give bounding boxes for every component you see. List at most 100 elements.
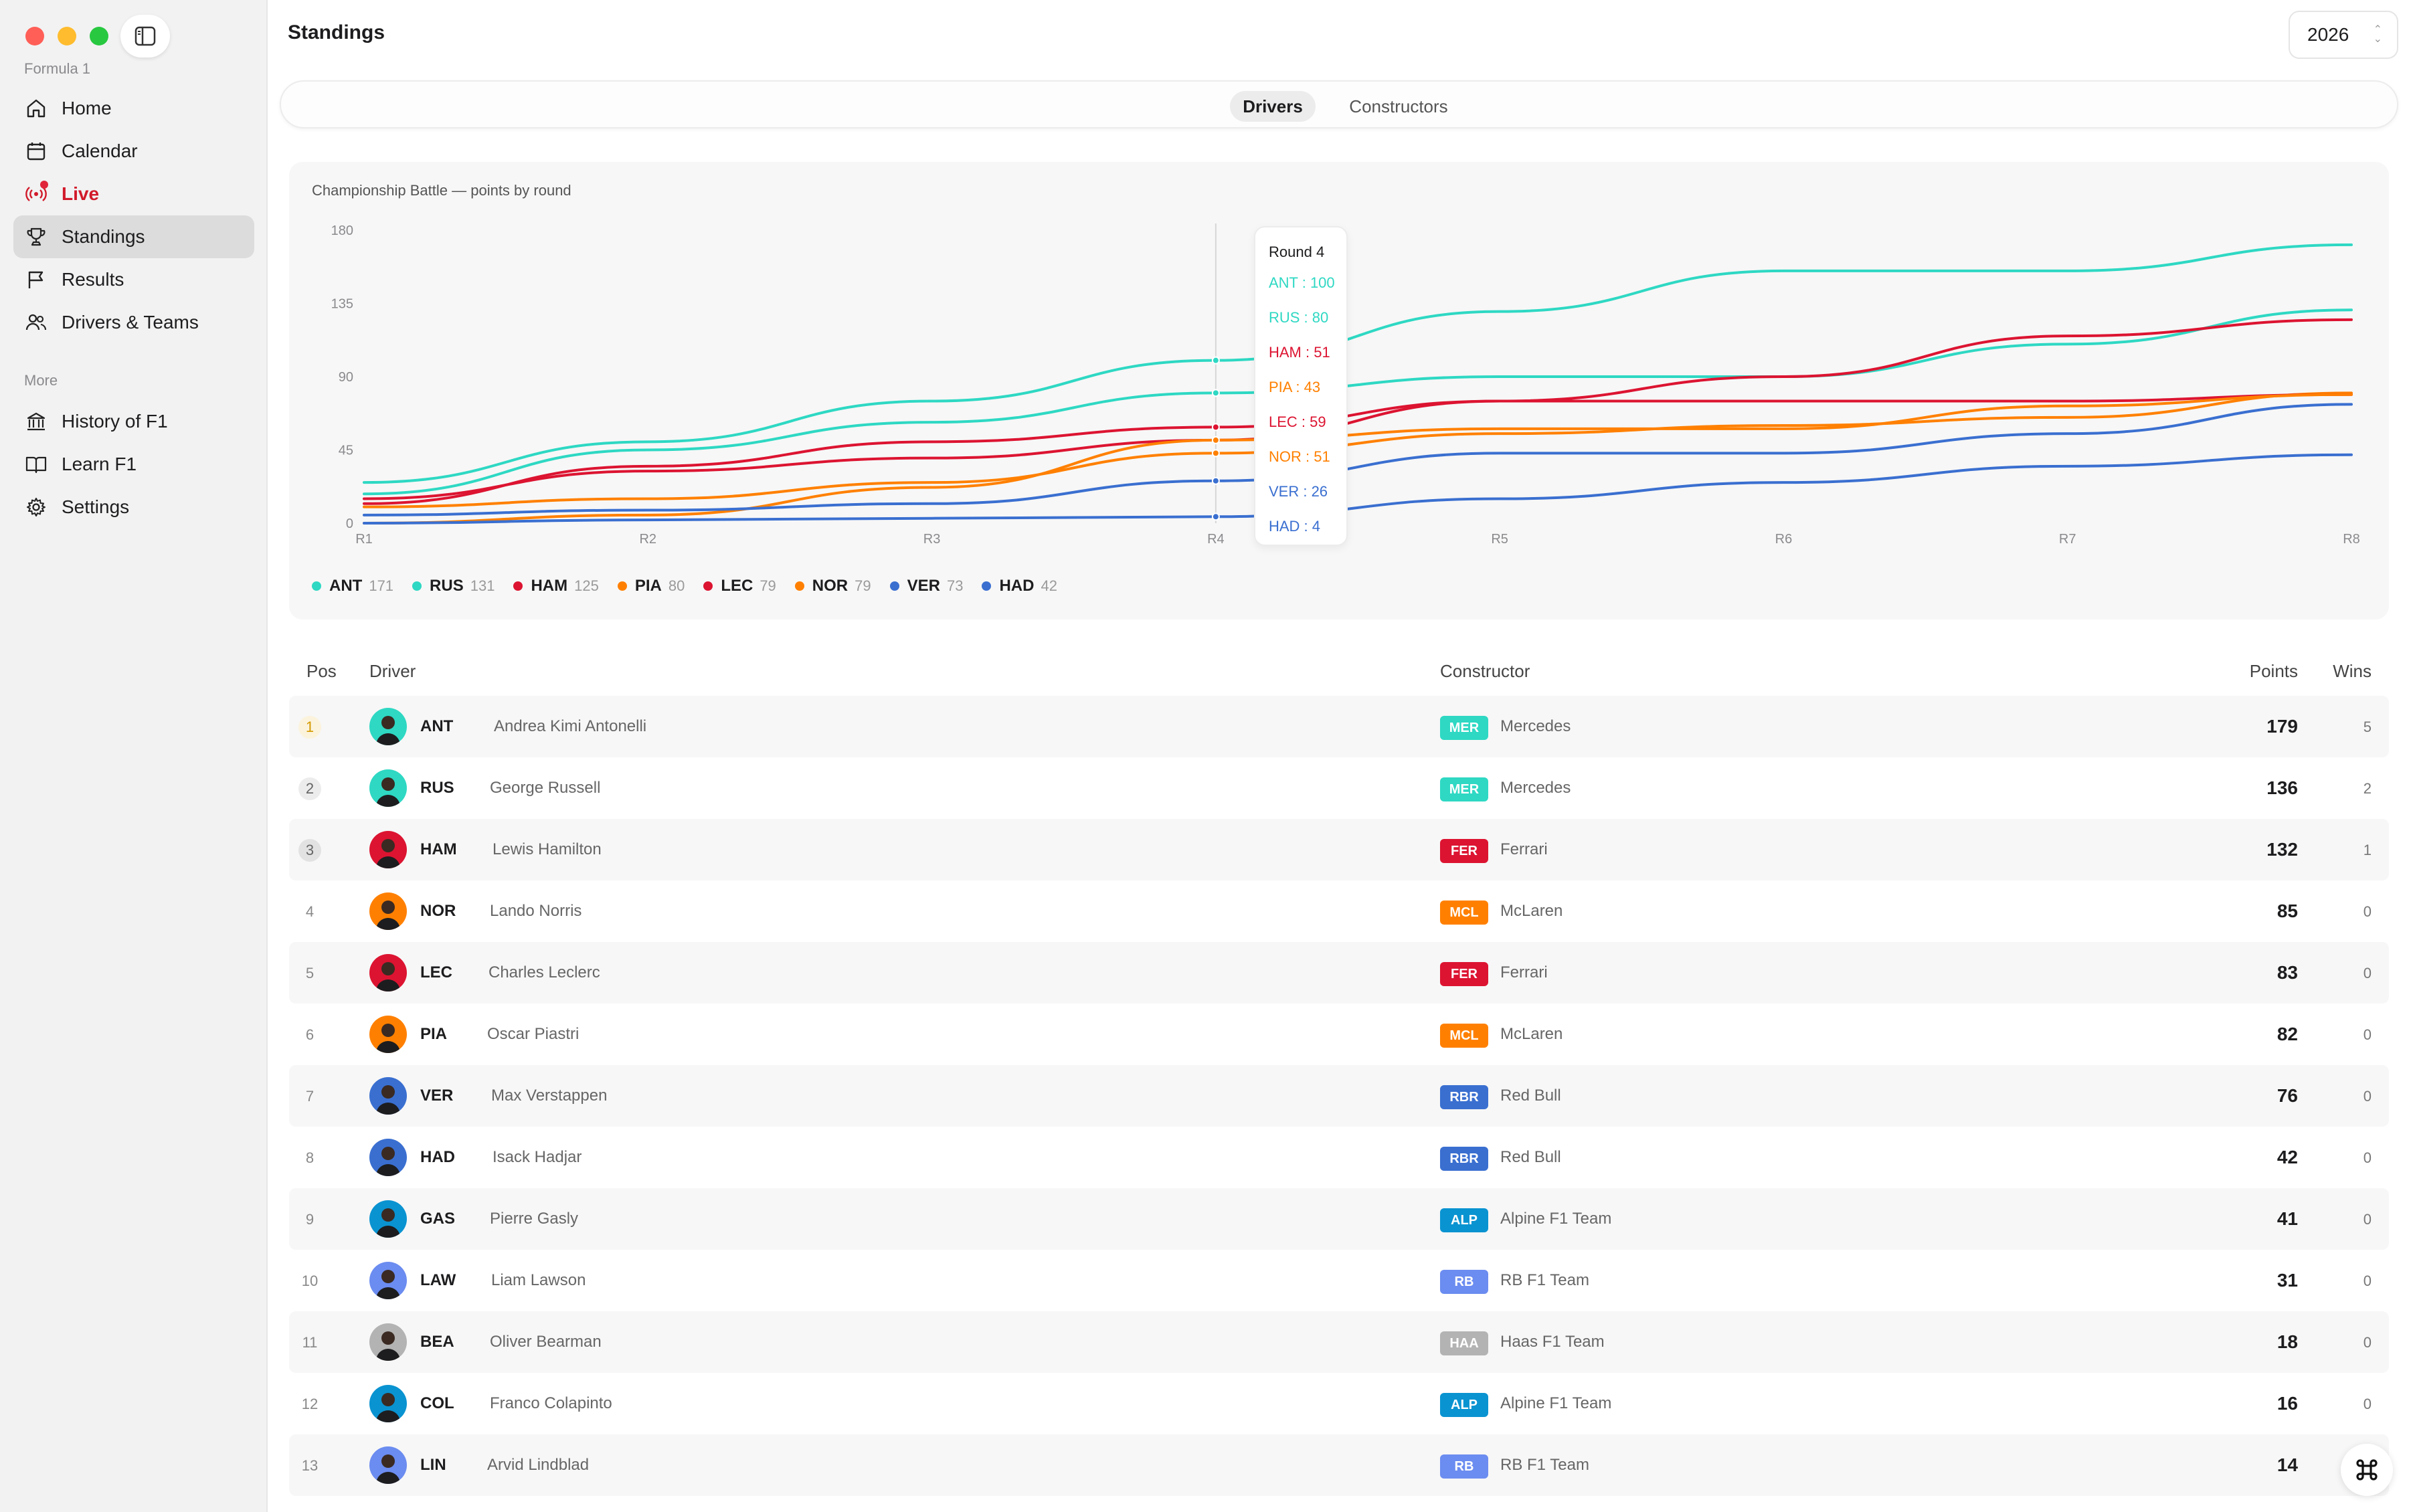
table-row[interactable]: 8 HAD Isack Hadjar RBR Red Bull 42 0 <box>289 1127 2389 1188</box>
table-row[interactable]: 12 COL Franco Colapinto ALP Alpine F1 Team 16… <box>289 1373 2389 1434</box>
driver-wins: 0 <box>2363 1088 2372 1105</box>
driver-wins: 5 <box>2363 719 2372 735</box>
legend-series-total: 79 <box>760 577 776 594</box>
x-tick-label: R5 <box>1491 532 1508 547</box>
sidebar-item-learn[interactable]: Learn F1 <box>13 443 254 486</box>
sidebar-item-drivers-teams[interactable]: Drivers & Teams <box>13 301 254 344</box>
header-driver: Driver <box>369 661 416 681</box>
floating-action-button[interactable] <box>2341 1444 2393 1496</box>
driver-wins: 2 <box>2363 780 2372 797</box>
table-row[interactable]: 1 ANT Andrea Kimi Antonelli MER Mercedes 179 5 <box>289 696 2389 757</box>
legend-color-dot <box>889 581 899 591</box>
avatar <box>369 1323 407 1361</box>
sidebar-item-live[interactable]: Live <box>13 173 254 215</box>
x-tick-label: R1 <box>355 532 373 547</box>
driver-wins: 0 <box>2363 1149 2372 1166</box>
close-window-button[interactable] <box>25 27 44 45</box>
series-line-pia <box>363 391 2353 508</box>
legend-item-had[interactable]: HAD 42 <box>982 577 1057 595</box>
driver-code: VER <box>420 1086 454 1105</box>
hover-point-ant <box>1211 356 1220 365</box>
museum-icon <box>24 409 48 434</box>
sidebar-item-label: History of F1 <box>62 411 168 432</box>
sidebar-toggle-button[interactable] <box>120 15 170 58</box>
position-badge: 13 <box>301 1457 319 1474</box>
legend-color-dot <box>513 581 523 591</box>
app-name: Formula 1 <box>24 60 91 77</box>
driver-points: 179 <box>2266 716 2298 737</box>
legend-series-name: NOR <box>812 577 849 595</box>
tab-constructors[interactable]: Constructors <box>1349 96 1448 116</box>
avatar <box>369 892 407 930</box>
legend-item-rus[interactable]: RUS 131 <box>412 577 495 595</box>
sidebar-item-settings[interactable]: Settings <box>13 486 254 529</box>
table-row[interactable]: 6 PIA Oscar Piastri MCL McLaren 82 0 <box>289 1004 2389 1065</box>
table-row[interactable]: 3 HAM Lewis Hamilton FER Ferrari 132 1 <box>289 819 2389 880</box>
sidebar-item-calendar[interactable]: Calendar <box>13 130 254 173</box>
avatar <box>369 1200 407 1238</box>
legend-item-nor[interactable]: NOR 79 <box>794 577 871 595</box>
y-tick-label: 0 <box>346 516 353 531</box>
driver-wins: 1 <box>2363 842 2372 858</box>
broadcast-icon <box>24 181 48 206</box>
driver-name: Andrea Kimi Antonelli <box>494 717 647 735</box>
x-tick-label: R2 <box>639 532 656 547</box>
driver-name: Lando Norris <box>490 902 582 920</box>
team-name: Red Bull <box>1500 1086 1561 1105</box>
season-select[interactable]: 2026 ⌃ ⌄ <box>2289 11 2398 59</box>
legend-item-ham[interactable]: HAM 125 <box>513 577 599 595</box>
table-row[interactable]: 4 NOR Lando Norris MCL McLaren 85 0 <box>289 880 2389 942</box>
flag-icon <box>24 268 48 292</box>
tooltip-row: HAM : 51 <box>1269 344 1330 361</box>
legend-item-pia[interactable]: PIA 80 <box>617 577 685 595</box>
driver-code: RUS <box>420 779 454 797</box>
table-row[interactable]: 10 LAW Liam Lawson RB RB F1 Team 31 0 <box>289 1250 2389 1311</box>
table-row[interactable]: 7 VER Max Verstappen RBR Red Bull 76 0 <box>289 1065 2389 1127</box>
table-row[interactable]: 5 LEC Charles Leclerc FER Ferrari 83 0 <box>289 942 2389 1004</box>
legend-item-ver[interactable]: VER 73 <box>889 577 964 595</box>
sidebar-item-standings[interactable]: Standings <box>13 215 254 258</box>
avatar <box>369 1262 407 1299</box>
legend-series-total: 125 <box>574 577 599 594</box>
driver-name: Charles Leclerc <box>488 963 600 981</box>
driver-wins: 0 <box>2363 1334 2372 1351</box>
sidebar-icon <box>135 26 156 46</box>
legend-item-lec[interactable]: LEC 79 <box>703 577 776 595</box>
tooltip-row: RUS : 80 <box>1269 309 1329 326</box>
avatar <box>369 1139 407 1176</box>
chart-title: Championship Battle — points by round <box>312 182 571 199</box>
legend-series-total: 73 <box>946 577 964 594</box>
table-row[interactable]: 9 GAS Pierre Gasly ALP Alpine F1 Team 41 0 <box>289 1188 2389 1250</box>
avatar <box>369 1446 407 1484</box>
team-name: Alpine F1 Team <box>1500 1210 1612 1228</box>
avatar <box>369 1016 407 1053</box>
sidebar-item-label: Calendar <box>62 140 138 161</box>
tooltip-row: ANT : 100 <box>1269 274 1335 291</box>
sidebar-item-home[interactable]: Home <box>13 87 254 130</box>
minimize-window-button[interactable] <box>58 27 76 45</box>
championship-chart-card: Championship Battle — points by round 0 4… <box>289 162 2389 620</box>
sidebar-item-history[interactable]: History of F1 <box>13 400 254 443</box>
zoom-window-button[interactable] <box>90 27 108 45</box>
tab-drivers[interactable]: Drivers <box>1230 91 1316 122</box>
sidebar-item-label: Live <box>62 183 100 204</box>
driver-points: 76 <box>2277 1085 2298 1106</box>
position-badge: 8 <box>305 1149 315 1166</box>
team-badge: ALP <box>1440 1208 1488 1232</box>
table-row[interactable]: 2 RUS George Russell MER Mercedes 136 2 <box>289 757 2389 819</box>
driver-code: LAW <box>420 1271 456 1289</box>
driver-code: HAM <box>420 840 457 858</box>
page-title: Standings <box>288 21 385 43</box>
hover-point-rus <box>1211 389 1220 397</box>
team-name: McLaren <box>1500 1025 1563 1043</box>
avatar <box>369 708 407 745</box>
table-row[interactable]: 11 BEA Oliver Bearman HAA Haas F1 Team 18 0 <box>289 1311 2389 1373</box>
team-badge: RBR <box>1440 1147 1488 1171</box>
driver-wins: 0 <box>2363 1026 2372 1043</box>
sidebar-item-results[interactable]: Results <box>13 258 254 301</box>
legend-item-ant[interactable]: ANT 171 <box>312 577 393 595</box>
live-indicator-dot <box>40 181 48 189</box>
team-name: Haas F1 Team <box>1500 1333 1605 1351</box>
driver-name: Max Verstappen <box>491 1086 608 1105</box>
